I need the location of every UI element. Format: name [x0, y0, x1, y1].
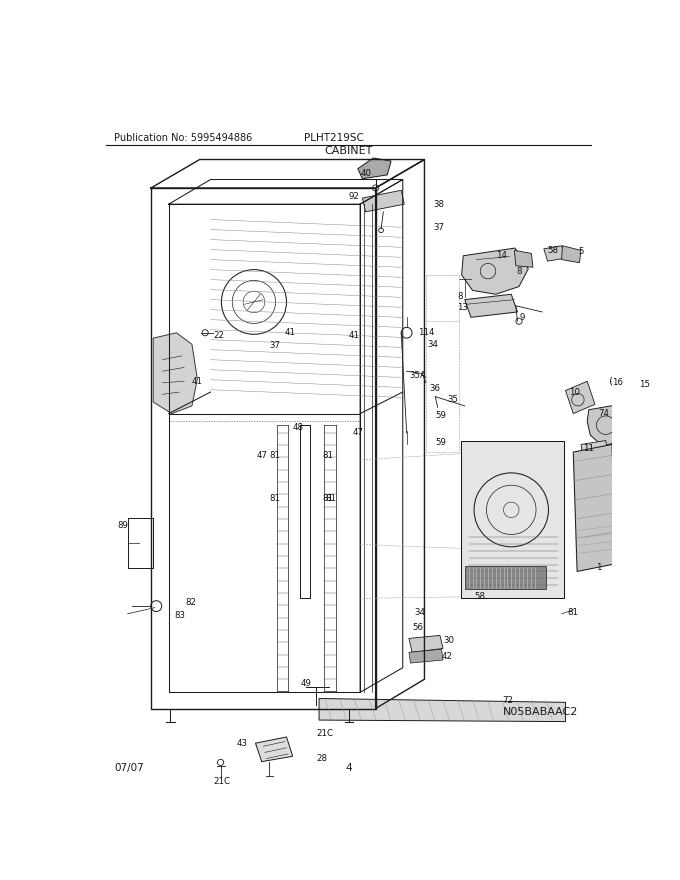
Text: 81: 81	[269, 494, 280, 502]
Text: 16: 16	[612, 378, 623, 387]
Text: 114: 114	[418, 328, 435, 337]
Text: 56: 56	[412, 623, 423, 632]
Text: 15: 15	[639, 380, 650, 389]
Text: N05BABAAC2: N05BABAAC2	[503, 707, 579, 717]
Text: 59: 59	[435, 438, 446, 447]
Text: 82: 82	[186, 598, 197, 606]
Polygon shape	[319, 699, 566, 722]
Polygon shape	[461, 441, 564, 598]
Polygon shape	[358, 158, 391, 179]
Text: 21C: 21C	[213, 777, 230, 786]
Text: 8: 8	[516, 267, 522, 275]
Text: 11: 11	[583, 444, 594, 452]
Text: 72: 72	[502, 695, 513, 705]
Text: 40: 40	[360, 169, 371, 178]
Text: 14: 14	[496, 252, 507, 260]
Text: 37: 37	[269, 341, 280, 350]
Polygon shape	[153, 333, 197, 414]
Polygon shape	[362, 190, 405, 212]
Text: 34: 34	[428, 340, 439, 348]
Text: 8: 8	[457, 292, 462, 301]
Polygon shape	[562, 246, 581, 262]
Polygon shape	[566, 381, 595, 414]
Text: 81: 81	[322, 494, 333, 502]
Polygon shape	[544, 246, 566, 261]
Text: 81: 81	[269, 451, 280, 460]
Text: 89: 89	[118, 521, 129, 530]
Polygon shape	[464, 566, 546, 590]
Text: 43: 43	[236, 738, 247, 748]
Text: 42: 42	[441, 652, 452, 662]
Polygon shape	[514, 250, 533, 268]
Text: 5: 5	[578, 247, 583, 256]
Text: 47: 47	[352, 429, 363, 437]
Text: 74: 74	[598, 409, 609, 418]
Text: 41: 41	[192, 377, 203, 385]
Text: Publication No: 5995494886: Publication No: 5995494886	[114, 133, 252, 143]
Text: 81: 81	[325, 494, 336, 502]
Text: 41: 41	[285, 328, 296, 337]
Text: 81: 81	[322, 451, 333, 460]
Polygon shape	[631, 377, 652, 397]
Text: 38: 38	[434, 200, 445, 209]
Text: 07/07: 07/07	[114, 763, 143, 773]
Text: 10: 10	[569, 387, 580, 397]
Text: 22: 22	[213, 331, 224, 340]
Text: 30: 30	[443, 636, 454, 645]
Text: 13: 13	[457, 303, 468, 312]
Text: PLHT219SC: PLHT219SC	[304, 133, 364, 143]
Text: 81: 81	[567, 608, 578, 617]
Text: 83: 83	[174, 611, 185, 620]
Text: 47: 47	[257, 451, 268, 460]
Text: 9: 9	[519, 313, 524, 322]
Text: 58: 58	[547, 246, 558, 255]
Polygon shape	[462, 248, 528, 294]
Polygon shape	[409, 649, 443, 664]
Polygon shape	[573, 444, 616, 571]
Polygon shape	[588, 404, 628, 446]
Polygon shape	[581, 441, 608, 459]
Text: CABINET: CABINET	[324, 146, 373, 156]
Text: 1: 1	[596, 563, 602, 572]
Text: 41: 41	[348, 331, 360, 340]
Polygon shape	[464, 294, 517, 318]
Text: 35: 35	[447, 395, 459, 404]
Text: 92: 92	[348, 192, 359, 201]
Text: 4: 4	[345, 763, 352, 773]
Text: 48: 48	[292, 423, 304, 432]
Text: 34: 34	[414, 608, 426, 617]
Text: 49: 49	[301, 678, 311, 687]
Text: 36: 36	[430, 385, 441, 393]
Text: 58: 58	[474, 592, 485, 601]
Polygon shape	[409, 635, 443, 652]
Text: 21C: 21C	[316, 729, 333, 737]
Polygon shape	[256, 737, 292, 761]
Text: 37: 37	[434, 223, 445, 231]
Text: 35A: 35A	[409, 370, 426, 379]
Text: 28: 28	[316, 754, 327, 763]
Text: 59: 59	[435, 411, 446, 420]
